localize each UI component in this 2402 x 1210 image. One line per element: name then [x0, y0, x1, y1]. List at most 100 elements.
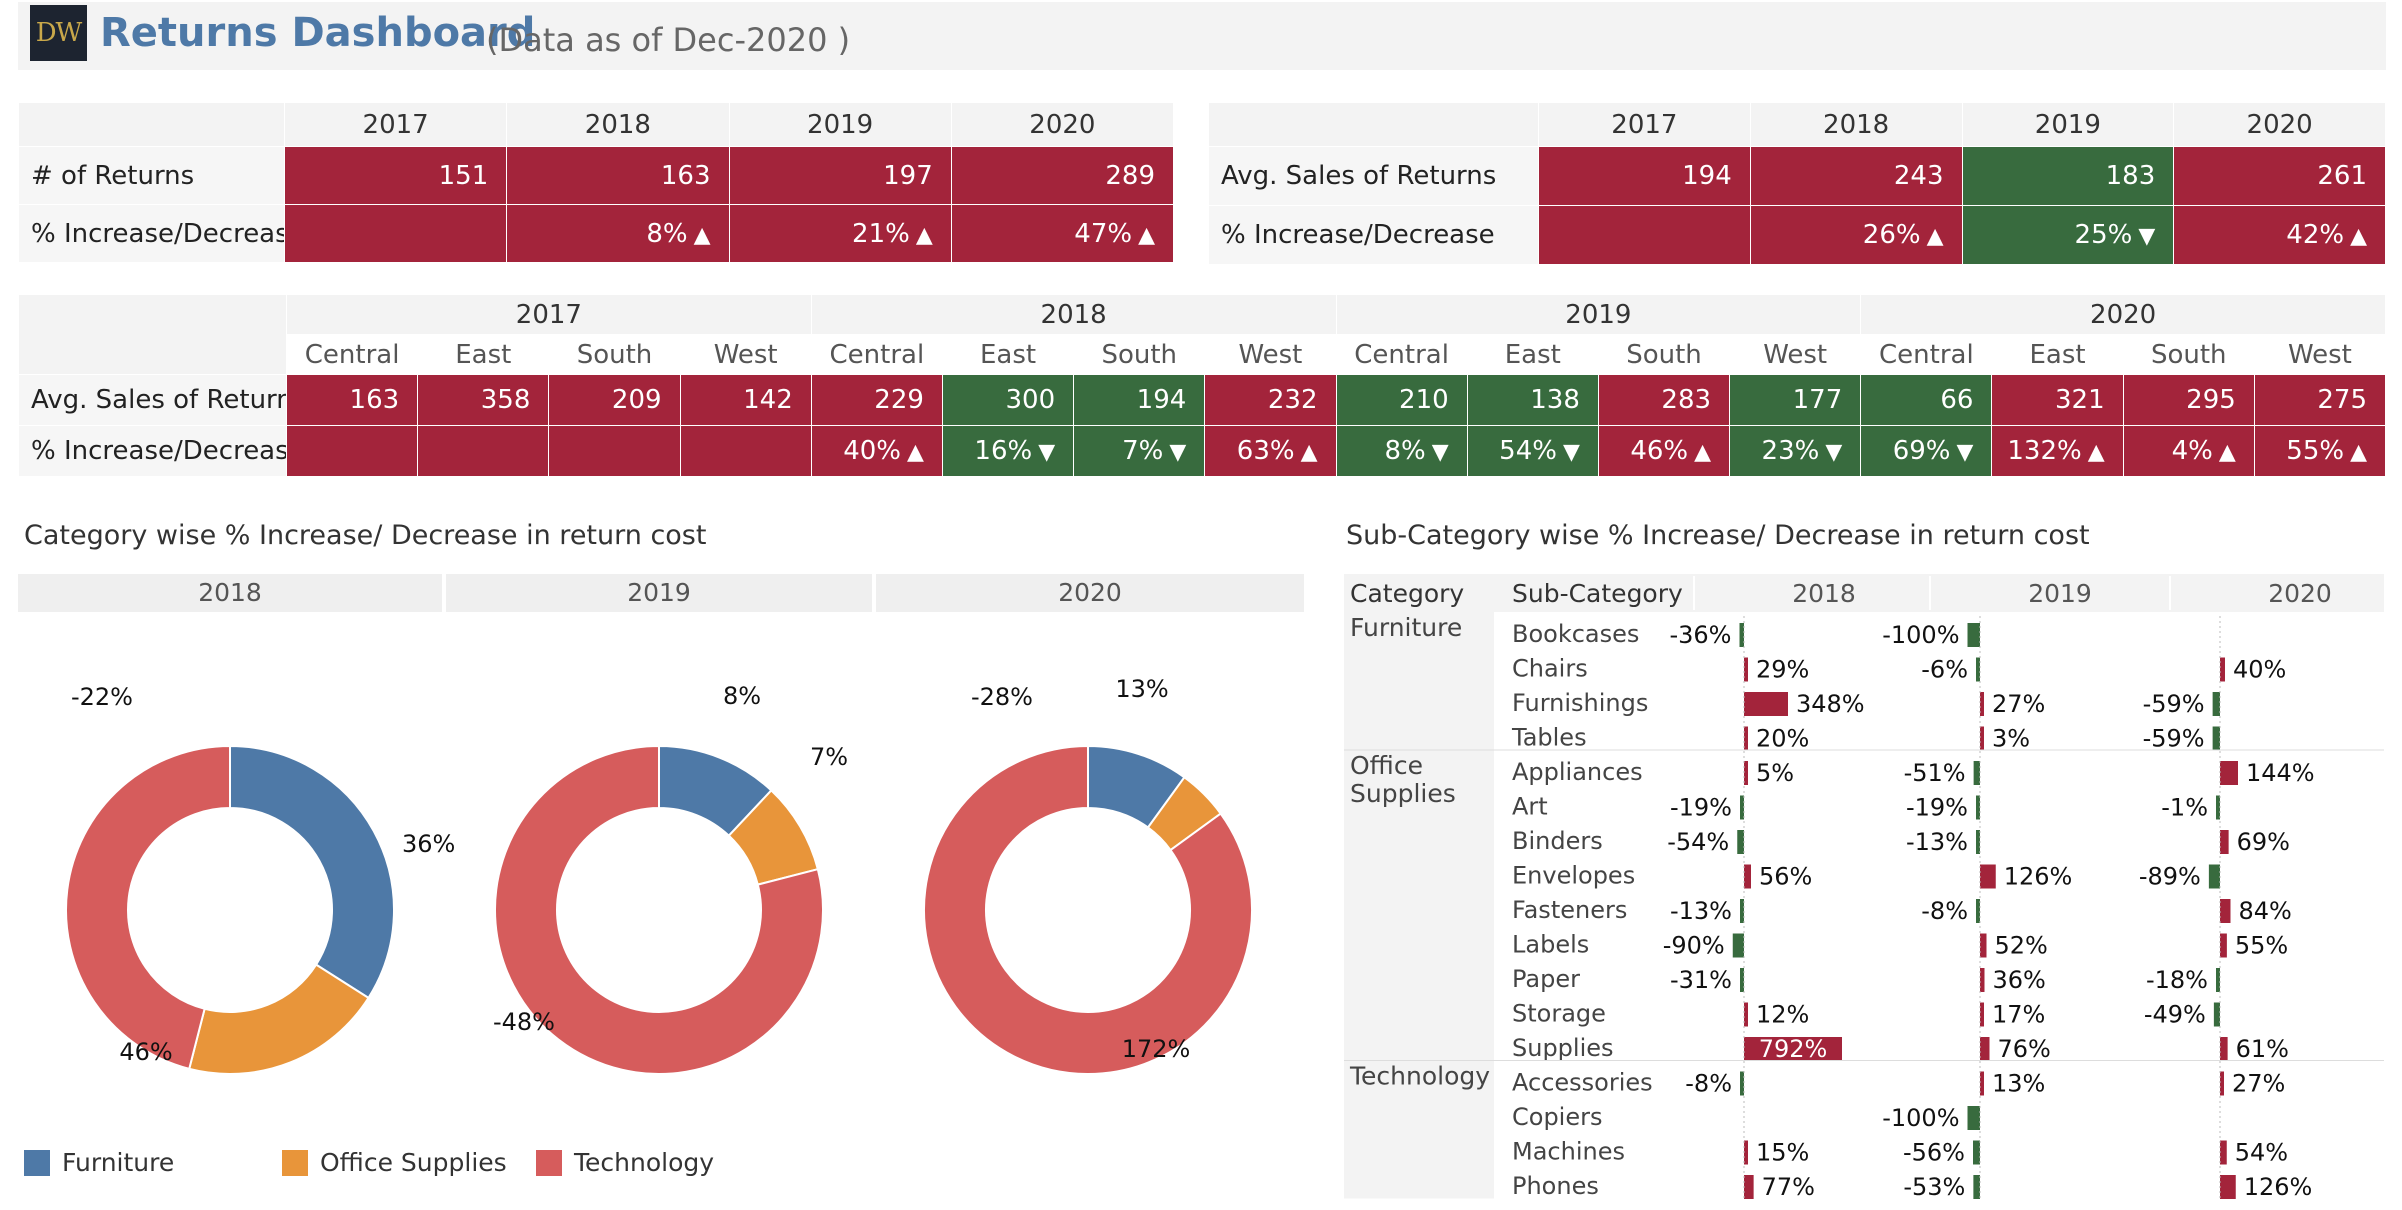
value-cell	[283, 204, 508, 263]
subcategory-label: Envelopes	[1512, 862, 1635, 890]
cell-value: 229	[874, 385, 924, 415]
bar-mark	[1740, 968, 1744, 992]
bar-mark	[2220, 657, 2225, 682]
row-label: Avg. Sales of Returns	[18, 374, 287, 426]
bar-value-label: 348%	[1796, 690, 1865, 718]
up-arrow-icon: ▲	[693, 222, 711, 248]
subcategory-label: Labels	[1512, 931, 1589, 959]
donut-slice-furniture	[229, 744, 395, 1000]
bar-value-label: -19%	[1906, 794, 1968, 822]
subcategory-label: Accessories	[1512, 1069, 1653, 1097]
donut-slice-office-supplies	[187, 963, 370, 1075]
bar-value-label: -90%	[1663, 932, 1725, 960]
value-cell: 163	[506, 146, 730, 205]
row-label: # of Returns	[18, 146, 285, 205]
legend-label: Furniture	[62, 1148, 175, 1177]
value-cell: 321	[1991, 374, 2124, 426]
year-header: 2019	[2028, 579, 2092, 608]
subcategory-label: Bookcases	[1512, 620, 1639, 648]
value-cell: 4% ▲	[2122, 425, 2255, 477]
region-header: East	[1466, 334, 1599, 375]
bar-value-label: -13%	[1906, 828, 1968, 856]
bar-value-label: -56%	[1903, 1139, 1965, 1167]
up-arrow-icon: ▲	[2087, 440, 2105, 465]
value-cell: 8% ▲	[506, 204, 730, 263]
cell-value: 194	[1682, 161, 1732, 191]
subcategory-label: Art	[1512, 793, 1548, 821]
value-cell: 177	[1729, 374, 1862, 426]
value-cell: 46% ▲	[1597, 425, 1731, 477]
cell-value: 138	[1530, 385, 1580, 415]
value-cell: 194	[1073, 374, 1206, 426]
bar-mark	[1740, 795, 1744, 820]
row-label: % Increase/Decrease	[18, 204, 285, 263]
bar-value-label: 5%	[1756, 759, 1794, 787]
cell-value: 4%	[2171, 436, 2213, 466]
row-label: Avg. Sales of Returns	[1208, 146, 1539, 206]
bar-value-label: -8%	[1685, 1070, 1732, 1098]
column-header-category: Category	[1350, 579, 1464, 608]
bar-mark	[2220, 933, 2227, 958]
bar-mark	[1744, 761, 1748, 785]
subcategory-label: Paper	[1512, 965, 1580, 993]
cell-value: 194	[1136, 385, 1187, 415]
cell-value: 46%	[1630, 436, 1689, 466]
cell-value: 8%	[646, 218, 688, 249]
down-arrow-icon: ▼	[2138, 224, 2156, 249]
down-arrow-icon: ▼	[1956, 440, 1974, 465]
value-cell: 229	[810, 374, 943, 426]
bar-mark	[1980, 1071, 1984, 1096]
bar-mark	[1980, 864, 1996, 889]
value-cell: 16% ▼	[941, 425, 1075, 477]
value-cell: 275	[2253, 374, 2387, 426]
donut-year-header: 2020	[876, 574, 1304, 612]
bar-value-label: 27%	[2232, 1070, 2285, 1098]
bar-value-label: 52%	[1995, 932, 2048, 960]
down-arrow-icon: ▼	[1169, 440, 1187, 465]
cell-value: 261	[2317, 161, 2367, 191]
cell-value: 7%	[1122, 436, 1164, 466]
value-cell: 243	[1749, 146, 1963, 206]
region-header: West	[1729, 334, 1862, 375]
value-cell: 261	[2173, 146, 2386, 206]
bar-mark	[2220, 1175, 2236, 1199]
value-cell: 138	[1466, 374, 1599, 426]
up-arrow-icon: ▲	[915, 222, 933, 248]
year-header: 2017	[283, 102, 508, 147]
subcategory-bar-chart: Category Sub-Category 2018 2019 2020 Furnitur…	[1344, 574, 2384, 1201]
bar-value-label: 84%	[2239, 897, 2292, 925]
bar-value-label: -1%	[2161, 794, 2208, 822]
page-title: Returns Dashboard	[100, 10, 536, 56]
bar-mark	[1980, 726, 1984, 751]
corner-cell	[1208, 102, 1539, 147]
up-arrow-icon: ▲	[2350, 440, 2367, 465]
bar-value-label: -19%	[1670, 794, 1732, 822]
region-header: Central	[1860, 334, 1993, 375]
bar-value-label: 20%	[1756, 725, 1809, 753]
region-header: West	[679, 334, 812, 375]
bar-value-label: -36%	[1669, 621, 1731, 649]
bar-mark	[1976, 795, 1980, 820]
cell-value: 40%	[843, 436, 902, 466]
bar-value-label: 29%	[1756, 656, 1809, 684]
bar-mark	[1980, 692, 1984, 716]
cell-value: 300	[1005, 385, 1056, 415]
bar-value-label: 36%	[1993, 966, 2046, 994]
bar-value-label: 13%	[1992, 1070, 2045, 1098]
bar-mark	[1744, 1175, 1754, 1199]
down-arrow-icon: ▼	[1562, 440, 1580, 465]
bar-value-label: 56%	[1759, 863, 1812, 891]
category-label: Supplies	[1350, 779, 1456, 808]
region-header: South	[548, 334, 681, 375]
value-cell: 23% ▼	[1729, 425, 1862, 477]
value-cell: 210	[1335, 374, 1468, 426]
bar-mark	[2220, 899, 2231, 923]
value-cell: 142	[679, 374, 812, 426]
value-cell: 63% ▲	[1204, 425, 1337, 477]
subcategory-label: Binders	[1512, 827, 1603, 855]
bar-value-label: -89%	[2139, 863, 2201, 891]
cell-value: 163	[660, 160, 711, 191]
bar-mark	[1732, 933, 1744, 958]
cell-value: 69%	[1892, 436, 1951, 466]
region-header: South	[1597, 334, 1731, 375]
